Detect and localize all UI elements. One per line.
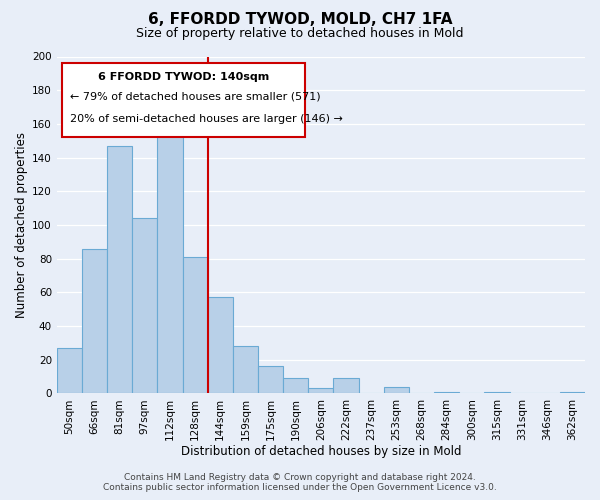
Text: 6 FFORDD TYWOD: 140sqm: 6 FFORDD TYWOD: 140sqm bbox=[98, 72, 269, 82]
X-axis label: Distribution of detached houses by size in Mold: Distribution of detached houses by size … bbox=[181, 444, 461, 458]
Text: Size of property relative to detached houses in Mold: Size of property relative to detached ho… bbox=[136, 28, 464, 40]
Text: ← 79% of detached houses are smaller (571): ← 79% of detached houses are smaller (57… bbox=[70, 92, 320, 102]
Bar bbox=[484, 392, 509, 394]
Bar bbox=[560, 392, 585, 394]
Bar bbox=[258, 366, 283, 394]
Text: 20% of semi-detached houses are larger (146) →: 20% of semi-detached houses are larger (… bbox=[70, 114, 343, 124]
Bar bbox=[384, 386, 409, 394]
Bar bbox=[308, 388, 334, 394]
Bar bbox=[132, 218, 157, 394]
Bar bbox=[434, 392, 459, 394]
Bar bbox=[283, 378, 308, 394]
Bar bbox=[57, 348, 82, 394]
Bar bbox=[233, 346, 258, 394]
Bar bbox=[157, 136, 182, 394]
Bar bbox=[182, 257, 208, 394]
FancyBboxPatch shape bbox=[62, 63, 305, 138]
Text: Contains HM Land Registry data © Crown copyright and database right 2024.
Contai: Contains HM Land Registry data © Crown c… bbox=[103, 473, 497, 492]
Y-axis label: Number of detached properties: Number of detached properties bbox=[15, 132, 28, 318]
Bar bbox=[107, 146, 132, 394]
Bar bbox=[82, 248, 107, 394]
Bar bbox=[334, 378, 359, 394]
Text: 6, FFORDD TYWOD, MOLD, CH7 1FA: 6, FFORDD TYWOD, MOLD, CH7 1FA bbox=[148, 12, 452, 28]
Bar bbox=[208, 298, 233, 394]
